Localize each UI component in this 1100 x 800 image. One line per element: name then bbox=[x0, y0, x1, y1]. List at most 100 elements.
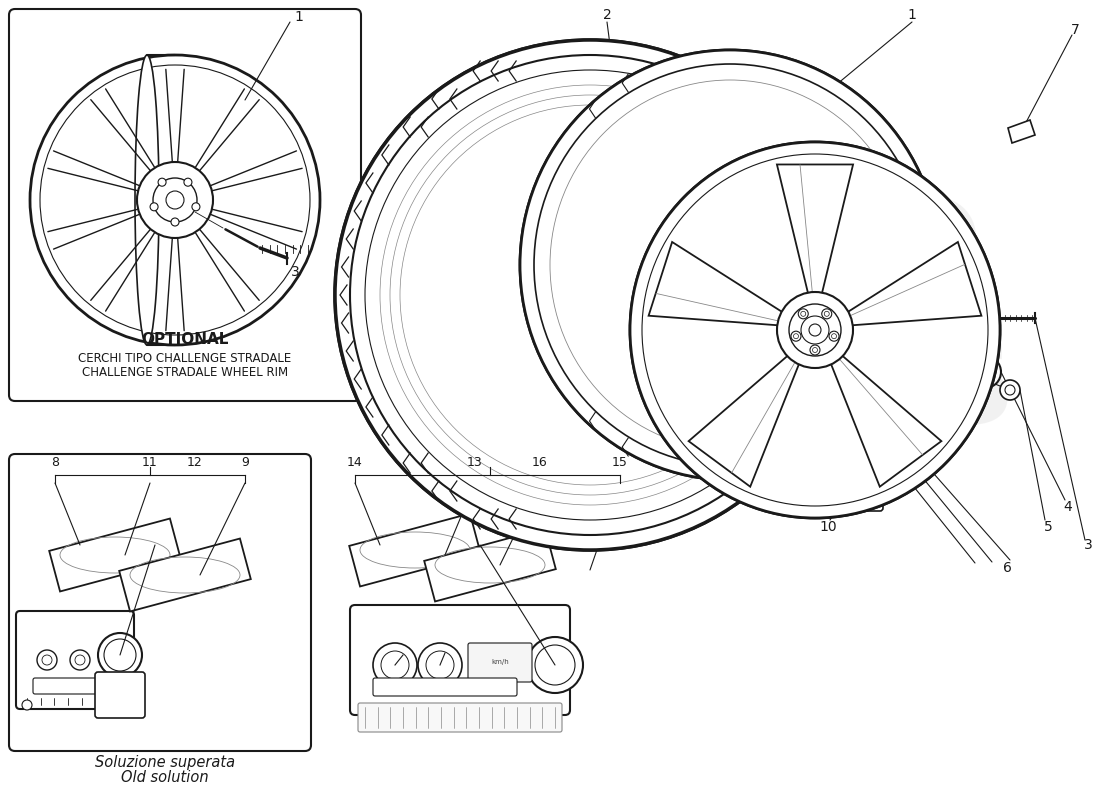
FancyBboxPatch shape bbox=[9, 9, 361, 401]
FancyBboxPatch shape bbox=[33, 678, 117, 694]
Ellipse shape bbox=[822, 309, 832, 319]
Ellipse shape bbox=[336, 40, 845, 550]
FancyBboxPatch shape bbox=[837, 477, 883, 511]
Text: 14: 14 bbox=[348, 457, 363, 470]
Ellipse shape bbox=[170, 218, 179, 226]
Text: 4: 4 bbox=[1064, 500, 1072, 514]
Ellipse shape bbox=[30, 55, 320, 345]
Ellipse shape bbox=[975, 362, 996, 382]
Text: 13: 13 bbox=[468, 457, 483, 470]
Text: 7: 7 bbox=[1070, 23, 1079, 37]
Ellipse shape bbox=[801, 311, 805, 316]
FancyBboxPatch shape bbox=[95, 672, 145, 718]
Ellipse shape bbox=[865, 427, 874, 437]
Ellipse shape bbox=[381, 651, 409, 679]
FancyBboxPatch shape bbox=[373, 678, 517, 696]
Text: Old solution: Old solution bbox=[121, 770, 209, 786]
Ellipse shape bbox=[37, 650, 57, 670]
FancyBboxPatch shape bbox=[9, 454, 311, 751]
Text: 8: 8 bbox=[51, 457, 59, 470]
Ellipse shape bbox=[138, 162, 213, 238]
Polygon shape bbox=[50, 518, 180, 591]
Text: km/h: km/h bbox=[491, 659, 509, 665]
Text: 15: 15 bbox=[612, 457, 628, 470]
Text: Soluzione superata: Soluzione superata bbox=[95, 754, 235, 770]
Text: 11: 11 bbox=[142, 457, 158, 470]
Ellipse shape bbox=[373, 643, 417, 687]
Polygon shape bbox=[649, 242, 784, 326]
Ellipse shape bbox=[777, 292, 852, 368]
Ellipse shape bbox=[40, 65, 310, 335]
Ellipse shape bbox=[350, 55, 830, 535]
Polygon shape bbox=[349, 514, 481, 586]
Text: 3: 3 bbox=[290, 265, 299, 279]
Ellipse shape bbox=[150, 202, 158, 210]
Ellipse shape bbox=[153, 178, 197, 222]
Ellipse shape bbox=[158, 178, 166, 186]
Ellipse shape bbox=[184, 178, 191, 186]
Ellipse shape bbox=[336, 40, 845, 550]
Ellipse shape bbox=[104, 639, 136, 671]
Ellipse shape bbox=[75, 655, 85, 665]
Ellipse shape bbox=[894, 429, 900, 435]
Polygon shape bbox=[119, 538, 251, 611]
Ellipse shape bbox=[535, 645, 575, 685]
Ellipse shape bbox=[969, 356, 1001, 388]
Ellipse shape bbox=[520, 50, 940, 480]
Ellipse shape bbox=[70, 650, 90, 670]
Ellipse shape bbox=[824, 311, 829, 316]
FancyBboxPatch shape bbox=[350, 605, 570, 715]
Ellipse shape bbox=[135, 55, 160, 345]
Ellipse shape bbox=[793, 334, 799, 338]
Text: 10: 10 bbox=[820, 520, 837, 534]
Polygon shape bbox=[777, 165, 854, 295]
Ellipse shape bbox=[829, 331, 839, 341]
Ellipse shape bbox=[98, 633, 142, 677]
Ellipse shape bbox=[630, 142, 1000, 518]
Ellipse shape bbox=[813, 347, 817, 353]
Ellipse shape bbox=[534, 64, 926, 466]
Ellipse shape bbox=[832, 334, 836, 338]
Text: 1: 1 bbox=[294, 10, 302, 24]
Ellipse shape bbox=[379, 85, 800, 505]
FancyBboxPatch shape bbox=[468, 643, 532, 682]
Text: 9: 9 bbox=[241, 457, 249, 470]
Text: 5: 5 bbox=[1044, 520, 1053, 534]
Ellipse shape bbox=[400, 105, 780, 485]
Ellipse shape bbox=[550, 80, 910, 450]
Ellipse shape bbox=[881, 428, 889, 436]
Polygon shape bbox=[689, 354, 800, 486]
Text: 12: 12 bbox=[187, 457, 202, 470]
Text: a passion for parts: a passion for parts bbox=[449, 349, 751, 511]
Text: auto
parts: auto parts bbox=[543, 164, 1016, 456]
Ellipse shape bbox=[527, 637, 583, 693]
Polygon shape bbox=[425, 529, 556, 602]
Text: 2: 2 bbox=[603, 8, 612, 22]
FancyBboxPatch shape bbox=[16, 611, 134, 709]
Ellipse shape bbox=[191, 202, 200, 210]
Text: 16: 16 bbox=[532, 457, 548, 470]
Ellipse shape bbox=[42, 655, 52, 665]
Ellipse shape bbox=[365, 70, 815, 520]
FancyBboxPatch shape bbox=[358, 703, 562, 732]
Ellipse shape bbox=[426, 651, 454, 679]
Text: 6: 6 bbox=[1002, 561, 1011, 575]
Ellipse shape bbox=[808, 324, 821, 336]
Polygon shape bbox=[830, 354, 942, 486]
Ellipse shape bbox=[418, 643, 462, 687]
Polygon shape bbox=[1008, 120, 1035, 143]
Text: OPTIONAL: OPTIONAL bbox=[141, 333, 229, 347]
Ellipse shape bbox=[799, 309, 808, 319]
Ellipse shape bbox=[1005, 385, 1015, 395]
Ellipse shape bbox=[791, 331, 801, 341]
Ellipse shape bbox=[22, 700, 32, 710]
Ellipse shape bbox=[801, 316, 829, 344]
Ellipse shape bbox=[810, 345, 820, 355]
Text: CHALLENGE STRADALE WHEEL RIM: CHALLENGE STRADALE WHEEL RIM bbox=[81, 366, 288, 379]
Ellipse shape bbox=[1000, 380, 1020, 400]
Ellipse shape bbox=[390, 95, 790, 495]
Ellipse shape bbox=[166, 191, 184, 209]
Text: 1: 1 bbox=[908, 8, 916, 22]
Text: CERCHI TIPO CHALLENGE STRADALE: CERCHI TIPO CHALLENGE STRADALE bbox=[78, 351, 292, 365]
Ellipse shape bbox=[520, 50, 940, 480]
